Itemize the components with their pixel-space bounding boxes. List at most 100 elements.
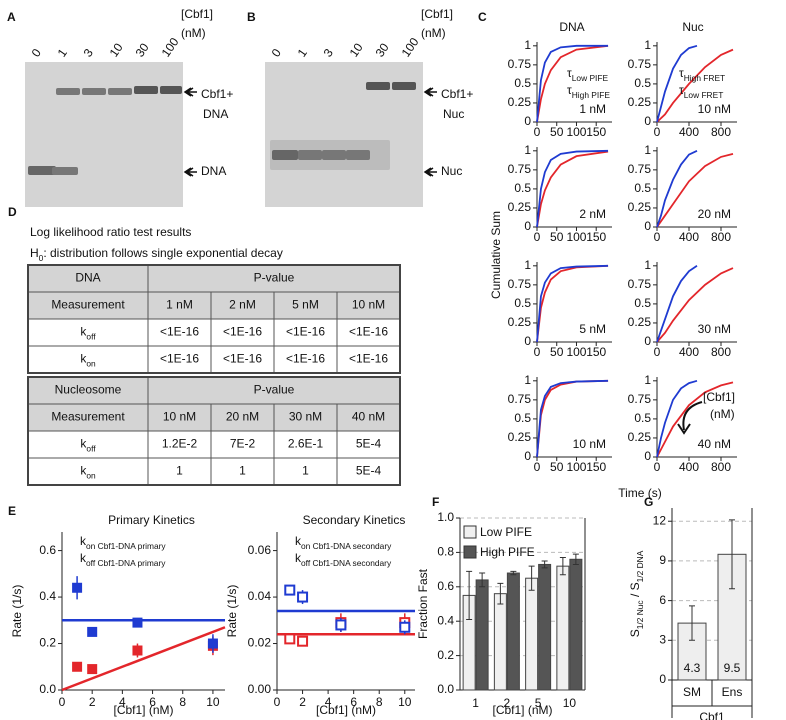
x-tick-label: 0 — [654, 230, 661, 244]
y-tick-label: 9 — [659, 553, 666, 567]
legend-label: koff Cbf1-DNA secondary — [295, 551, 392, 568]
cell-text: P-value — [254, 383, 295, 397]
band-label: Nuc — [443, 107, 464, 121]
cell-text: <1E-16 — [160, 352, 199, 366]
x-tick-label: 0 — [654, 345, 661, 359]
legend-label-part: off Cbf1-DNA primary — [86, 558, 166, 568]
table-cell — [336, 291, 401, 320]
table-cell — [147, 403, 212, 432]
cell-text: 5 nM — [292, 298, 319, 312]
curve — [656, 379, 698, 458]
x-tick-label: 1 — [472, 696, 479, 710]
hypothesis-part: H — [30, 246, 39, 260]
cell-text: Nucleosome — [55, 383, 122, 397]
y-tick-label: 0.06 — [248, 543, 272, 557]
y-tick-label: 0 — [644, 334, 651, 348]
legend-label: τHigh PIFE — [567, 83, 610, 100]
x-axis-label: Time (s) — [618, 486, 662, 500]
legend-swatch — [463, 525, 477, 539]
x-tick-label: 0 — [274, 695, 281, 709]
x-tick-label: 6 — [149, 695, 156, 709]
point — [72, 582, 83, 593]
y-tick-label: 0 — [524, 114, 531, 128]
arrow — [425, 87, 437, 97]
cell-text: 1 — [176, 464, 183, 478]
legend-label: τLow PIFE — [567, 66, 608, 83]
gel-band — [298, 150, 322, 160]
cell-text: kon — [80, 352, 96, 369]
cell-text-part: on — [86, 471, 96, 481]
concentration-label: 5 nM — [579, 322, 606, 336]
x-tick-label: 6 — [350, 695, 357, 709]
band-label: DNA — [201, 164, 226, 178]
legend-label-part: Low PIFE — [572, 73, 609, 83]
cell-text: <1E-16 — [160, 325, 199, 339]
x-tick-label: 800 — [711, 345, 731, 359]
y-tick-label: 6 — [659, 593, 666, 607]
cell-text: <1E-16 — [286, 352, 325, 366]
curve — [536, 150, 609, 228]
arrow — [423, 167, 432, 177]
error-bar — [466, 570, 473, 620]
concentration-label: 10 nM — [573, 437, 606, 451]
legend-label: Low PIFE — [480, 525, 532, 539]
fit-line — [61, 626, 226, 692]
x-tick-label: 400 — [679, 345, 699, 359]
error-bar — [497, 582, 504, 605]
value-label: 9.5 — [724, 661, 741, 675]
x-tick-label: 10 — [206, 695, 220, 709]
legend-label: τHigh FRET — [679, 66, 725, 83]
y-tick-label: 0.2 — [437, 648, 454, 662]
y-tick-label: 0.6 — [39, 543, 56, 557]
concentration-label: 20 nM — [698, 207, 731, 221]
lane-label: 100 — [399, 35, 422, 60]
band-label: DNA — [203, 107, 228, 121]
panel-label: C — [478, 10, 487, 24]
curve — [656, 381, 734, 458]
y-tick-label: 0.75 — [508, 392, 532, 406]
y-tick-label: 0.5 — [514, 76, 531, 90]
bar — [493, 593, 507, 691]
bar — [525, 577, 539, 691]
cell-text: 5E-4 — [356, 464, 382, 478]
table-cell — [210, 457, 275, 486]
gel-band — [52, 167, 78, 175]
y-tick-label: 0.25 — [508, 95, 532, 109]
y-tick-label: 0.25 — [508, 430, 532, 444]
cell-text-part: k — [80, 325, 87, 339]
y-tick-label: 0.2 — [39, 636, 56, 650]
lane-label: 10 — [347, 40, 366, 59]
x-tick-label: 50 — [550, 460, 564, 474]
table-border — [27, 376, 401, 486]
y-tick-label: 0.6 — [437, 579, 454, 593]
column-header: DNA — [559, 20, 584, 34]
table-cell — [27, 318, 149, 347]
cell-text: 1.2E-2 — [162, 437, 198, 451]
cell-text-part: k — [80, 437, 87, 451]
gel-band — [322, 150, 346, 160]
y-tick-label: 1 — [644, 38, 651, 52]
legend-label-part: k — [80, 551, 87, 565]
y-tick-label: 0.75 — [628, 57, 652, 71]
cell-text: kon — [80, 464, 96, 481]
panel-label: G — [644, 495, 653, 509]
y-tick-label: 0.5 — [634, 411, 651, 425]
gel-band — [346, 150, 370, 160]
cell-text: koff — [80, 325, 96, 342]
y-tick-label: 0 — [524, 219, 531, 233]
concentration-label: 10 nM — [698, 102, 731, 116]
cell-text: 2 nM — [229, 298, 256, 312]
column-header: Nuc — [682, 20, 703, 34]
lane-label: 30 — [133, 40, 152, 59]
error-bar — [729, 519, 735, 590]
lane-label: 1 — [295, 46, 310, 60]
bar — [556, 565, 570, 691]
gel-band — [134, 86, 158, 94]
y-tick-label: 0.75 — [508, 277, 532, 291]
y-tick-label: 0.75 — [508, 57, 532, 71]
table-cell — [336, 457, 401, 486]
bar — [475, 579, 489, 691]
y-axis-label: S1/2 Nuc / S1/2 DNA — [628, 550, 645, 637]
cell-text-part: k — [80, 352, 87, 366]
cell-text: 1 nM — [166, 298, 193, 312]
